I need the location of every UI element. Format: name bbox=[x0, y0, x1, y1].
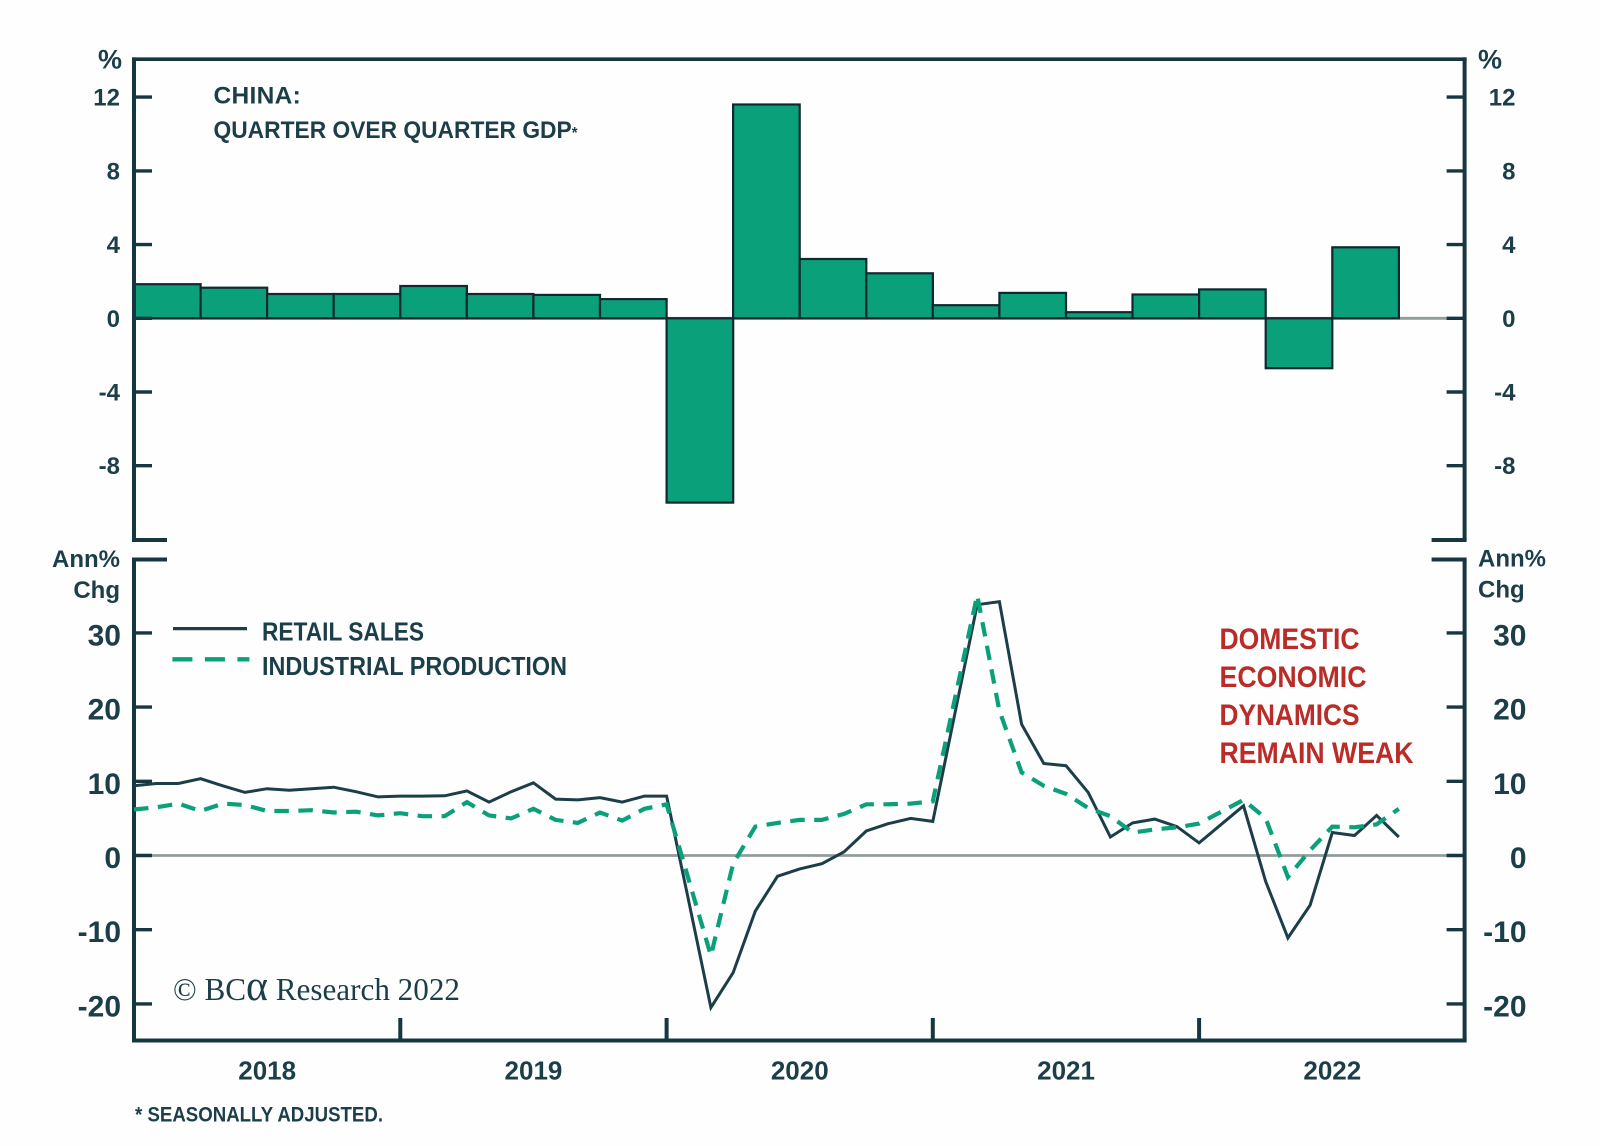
svg-text:20: 20 bbox=[88, 694, 121, 727]
svg-text:QUARTER OVER QUARTER GDP*: QUARTER OVER QUARTER GDP* bbox=[214, 117, 579, 144]
svg-text:30: 30 bbox=[88, 619, 121, 652]
svg-text:-4: -4 bbox=[99, 380, 121, 407]
svg-text:INDUSTRIAL PRODUCTION: INDUSTRIAL PRODUCTION bbox=[262, 651, 567, 681]
svg-text:Ann%: Ann% bbox=[1478, 546, 1546, 573]
svg-text:0: 0 bbox=[1510, 842, 1527, 875]
svg-text:Ann%: Ann% bbox=[52, 546, 120, 573]
svg-text:2019: 2019 bbox=[505, 1056, 563, 1086]
svg-text:Chg: Chg bbox=[1478, 577, 1525, 604]
svg-text:2022: 2022 bbox=[1303, 1056, 1361, 1086]
svg-text:© BCα Research 2022: © BCα Research 2022 bbox=[173, 963, 460, 1010]
svg-text:REMAIN WEAK: REMAIN WEAK bbox=[1220, 737, 1414, 770]
svg-text:-8: -8 bbox=[1494, 453, 1515, 480]
svg-text:CHINA:: CHINA: bbox=[214, 82, 302, 109]
svg-text:0: 0 bbox=[107, 306, 120, 333]
svg-text:%: % bbox=[1478, 45, 1502, 75]
svg-text:ECONOMIC: ECONOMIC bbox=[1220, 661, 1367, 694]
svg-text:%: % bbox=[98, 45, 122, 75]
svg-text:12: 12 bbox=[93, 85, 120, 112]
svg-text:-8: -8 bbox=[99, 453, 120, 480]
svg-text:2020: 2020 bbox=[771, 1056, 829, 1086]
svg-text:8: 8 bbox=[1502, 158, 1515, 185]
svg-text:2021: 2021 bbox=[1037, 1056, 1095, 1086]
svg-text:DYNAMICS: DYNAMICS bbox=[1220, 699, 1360, 732]
svg-text:30: 30 bbox=[1493, 619, 1526, 652]
svg-text:0: 0 bbox=[1502, 306, 1515, 333]
svg-text:RETAIL SALES: RETAIL SALES bbox=[262, 617, 424, 647]
svg-text:4: 4 bbox=[107, 232, 121, 259]
svg-text:-20: -20 bbox=[78, 990, 121, 1023]
svg-text:* SEASONALLY ADJUSTED.: * SEASONALLY ADJUSTED. bbox=[135, 1102, 383, 1126]
svg-text:4: 4 bbox=[1502, 232, 1516, 259]
svg-text:DOMESTIC: DOMESTIC bbox=[1220, 623, 1360, 656]
svg-text:20: 20 bbox=[1493, 694, 1526, 727]
svg-text:10: 10 bbox=[88, 768, 121, 801]
svg-text:8: 8 bbox=[107, 158, 120, 185]
svg-text:10: 10 bbox=[1493, 768, 1526, 801]
svg-text:12: 12 bbox=[1489, 85, 1516, 112]
svg-text:-10: -10 bbox=[78, 916, 121, 949]
svg-text:-10: -10 bbox=[1483, 916, 1526, 949]
svg-text:-4: -4 bbox=[1494, 380, 1516, 407]
svg-text:2018: 2018 bbox=[238, 1056, 296, 1086]
svg-text:-20: -20 bbox=[1483, 990, 1526, 1023]
svg-text:Chg: Chg bbox=[73, 577, 120, 604]
svg-text:0: 0 bbox=[104, 842, 121, 875]
